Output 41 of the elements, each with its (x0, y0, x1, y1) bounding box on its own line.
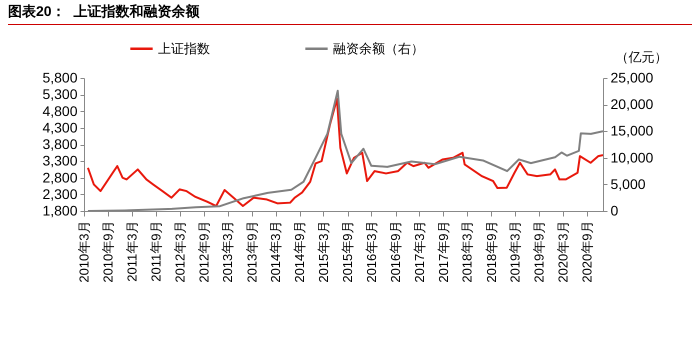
x-tick-label: 2013年9月 (244, 220, 260, 283)
x-tick-label: 2012年3月 (172, 220, 188, 283)
y2-tick-label: 25,000 (610, 70, 654, 86)
y2-tick-label: 5,000 (610, 176, 646, 192)
x-tick-label: 2012年9月 (196, 220, 212, 283)
y2-tick-label: 20,000 (610, 96, 654, 112)
y2-tick-label: 0 (610, 202, 618, 218)
x-tick-label: 2015年9月 (340, 220, 356, 283)
y2-axis-title: （亿元） (616, 50, 668, 64)
x-tick-label: 2016年9月 (388, 220, 404, 283)
y2-tick-label: 10,000 (610, 149, 654, 166)
x-tick-label: 2018年9月 (484, 220, 499, 283)
x-tick-label: 2020年9月 (580, 220, 595, 283)
y-tick-label: 3,800 (42, 136, 78, 152)
x-tick-label: 2019年9月 (532, 220, 547, 283)
y-tick-label: 2,800 (42, 169, 78, 186)
y-tick-label: 2,300 (42, 186, 78, 202)
x-tick-label: 2010年9月 (100, 220, 116, 283)
x-tick-label: 2020年3月 (556, 220, 571, 283)
y-tick-label: 1,800 (42, 202, 78, 218)
y-tick-label: 4,800 (42, 102, 78, 119)
x-tick-label: 2011年3月 (124, 220, 140, 282)
x-tick-label: 2019年3月 (508, 220, 523, 283)
x-tick-label: 2014年3月 (268, 220, 284, 283)
x-tick-label: 2014年9月 (292, 220, 308, 283)
y-tick-label: 4,300 (42, 119, 78, 136)
y2-tick-label: 15,000 (610, 122, 654, 139)
x-tick-label: 2016年3月 (364, 220, 379, 283)
x-tick-label: 2017年3月 (412, 220, 427, 283)
x-tick-label: 2013年3月 (220, 220, 236, 283)
y-tick-label: 5,300 (42, 86, 78, 102)
y-tick-label: 3,300 (42, 152, 78, 169)
x-tick-label: 2017年9月 (436, 220, 451, 283)
x-tick-label: 2015年3月 (316, 220, 331, 283)
y-tick-label: 5,800 (42, 70, 78, 86)
legend-label: 融资余额（右） (333, 40, 424, 56)
chart-title: 图表20： 上证指数和融资余额 (8, 3, 692, 25)
legend-label: 上证指数 (158, 40, 210, 56)
x-tick-label: 2010年3月 (76, 220, 92, 283)
x-tick-label: 2011年9月 (148, 220, 164, 282)
x-tick-label: 2018年3月 (460, 220, 475, 283)
